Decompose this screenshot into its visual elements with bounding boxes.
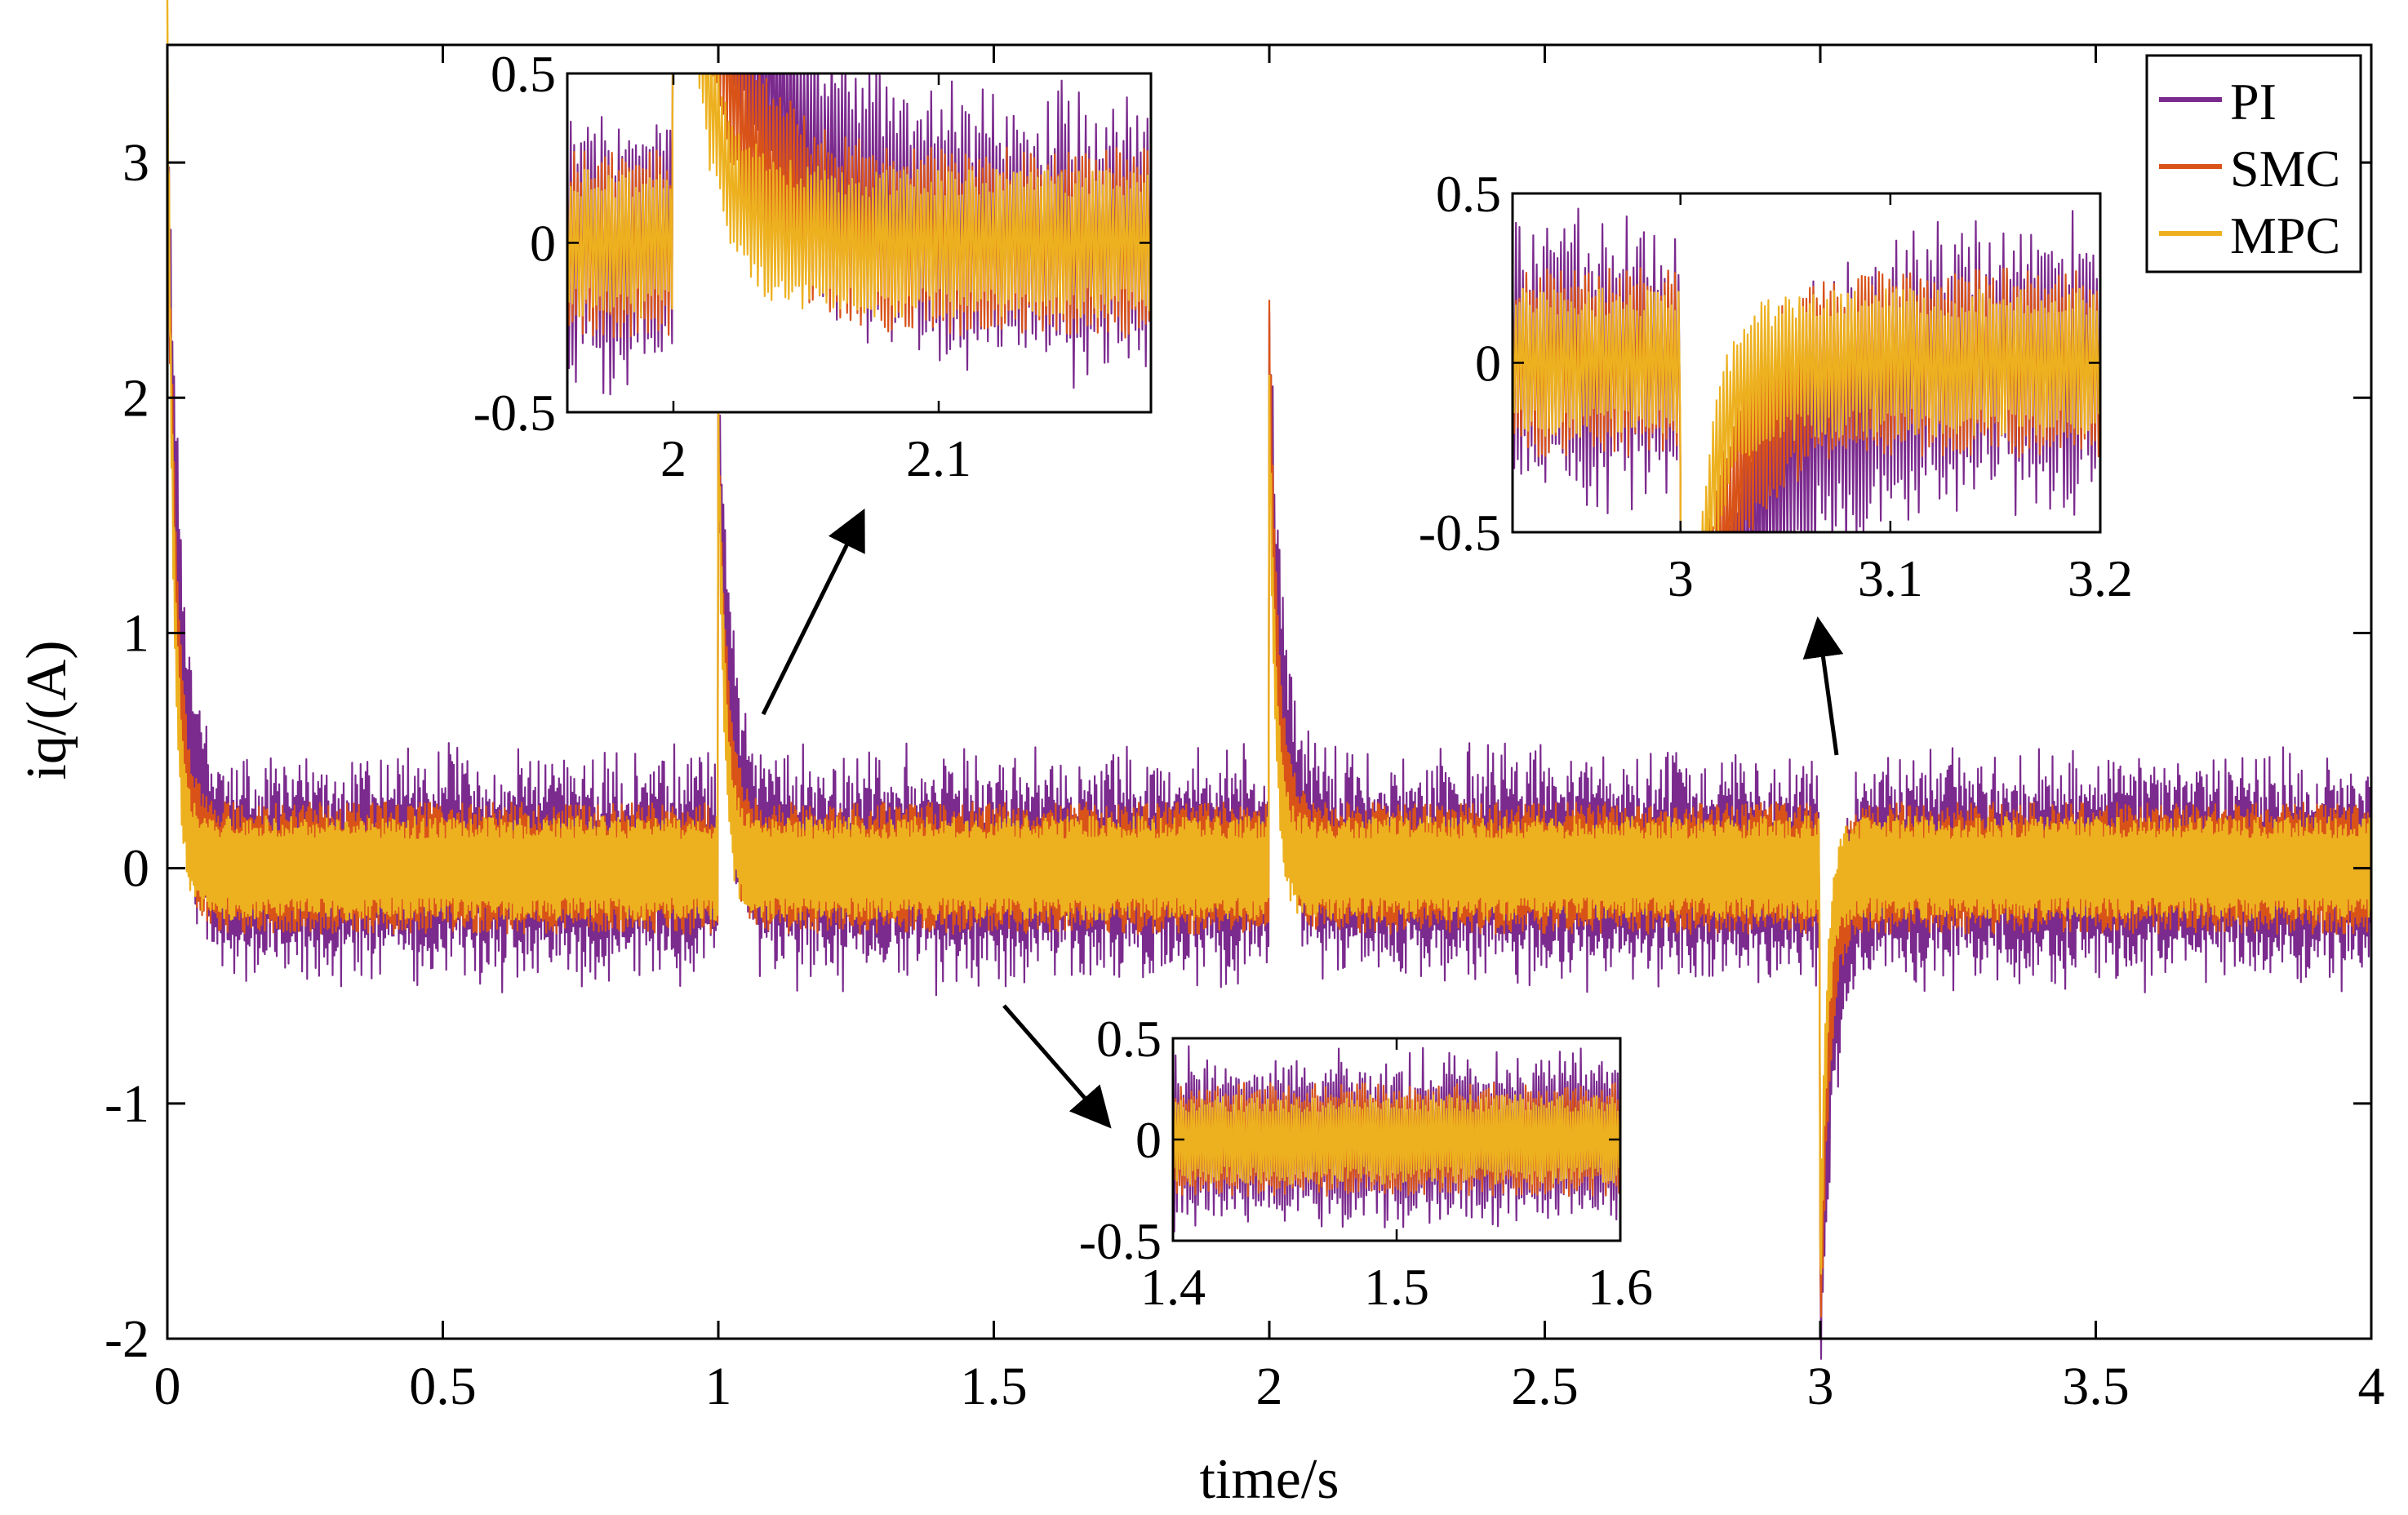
inset-y-tick-label: 0 [1135, 1111, 1162, 1169]
main-ticks: 0 0.5 1 1.5 2 2.5 3 3.5 4 -2 -1 0 1 2 3 [104, 45, 2385, 1416]
inset-series-mpc [1513, 287, 2100, 532]
x-tick-label: 2.5 [1511, 1357, 1579, 1416]
inset-y-tick-label: -0.5 [1419, 504, 1501, 562]
inset-2s: 2 2.1 -0.5 0 0.5 [473, 45, 1153, 487]
x-tick-label: 0.5 [409, 1357, 477, 1416]
inset-y-tick-label: 0 [1475, 335, 1501, 393]
inset-y-tick-label: 0.5 [1436, 165, 1501, 223]
arrow-to-inset-steady [1002, 1004, 1112, 1129]
inset-x-tick-label: 3.2 [2068, 549, 2133, 607]
y-axis-label: iq/(A) [16, 640, 78, 780]
inset-x-tick-label: 1.4 [1140, 1258, 1206, 1316]
inset-x-tick-label: 2.1 [906, 429, 971, 487]
y-tick-label: 0 [122, 839, 149, 899]
inset-y-tick-label: -0.5 [473, 384, 556, 442]
x-tick-label: 0 [154, 1357, 181, 1416]
inset-x-tick-label: 3 [1668, 549, 1694, 607]
main-axes: 0 0.5 1 1.5 2 2.5 3 3.5 4 -2 -1 0 1 2 3 time/s iq/(A) [16, 0, 2385, 1511]
legend-smc-label: SMC [2230, 140, 2340, 198]
inset-x-tick-label: 1.5 [1364, 1258, 1429, 1316]
x-tick-label: 1 [705, 1357, 732, 1416]
main-series-group [166, 0, 2373, 1360]
y-tick-label: -2 [104, 1309, 149, 1369]
inset-x-tick-label: 2 [660, 429, 686, 487]
inset-3s: 3 3.1 3.2 -0.5 0 0.5 [1419, 165, 2133, 607]
inset-x-tick-label: 3.1 [1858, 549, 1923, 607]
legend: PI SMC MPC [2145, 54, 2362, 273]
inset-series-mpc [1173, 1094, 1620, 1185]
y-tick-label: 1 [122, 603, 149, 663]
x-tick-label: 3 [1807, 1357, 1834, 1416]
x-tick-label: 1.5 [960, 1357, 1028, 1416]
arrow-to-inset-2s [761, 509, 865, 716]
inset-steady: 1.4 1.5 1.6 -0.5 0 0.5 [1079, 1010, 1653, 1316]
inset-series-mpc [567, 73, 1151, 318]
legend-mpc-label: MPC [2230, 207, 2340, 264]
inset-y-tick-label: -0.5 [1079, 1212, 1162, 1270]
x-tick-label: 2 [1256, 1357, 1283, 1416]
x-tick-label: 3.5 [2062, 1357, 2130, 1416]
legend-pi-label: PI [2230, 73, 2277, 131]
y-tick-label: -1 [104, 1074, 149, 1134]
x-tick-label: 4 [2358, 1357, 2385, 1416]
y-tick-label: 2 [122, 368, 149, 428]
inset-x-tick-label: 1.6 [1588, 1258, 1653, 1316]
y-tick-label: 3 [122, 133, 149, 193]
inset-y-tick-label: 0.5 [491, 45, 556, 103]
arrow-to-inset-3s [1802, 616, 1844, 756]
series-mpc-line [166, 0, 2373, 1275]
inset-y-tick-label: 0.5 [1096, 1010, 1162, 1068]
inset-y-tick-label: 0 [530, 215, 556, 273]
x-axis-label: time/s [1199, 1448, 1339, 1511]
